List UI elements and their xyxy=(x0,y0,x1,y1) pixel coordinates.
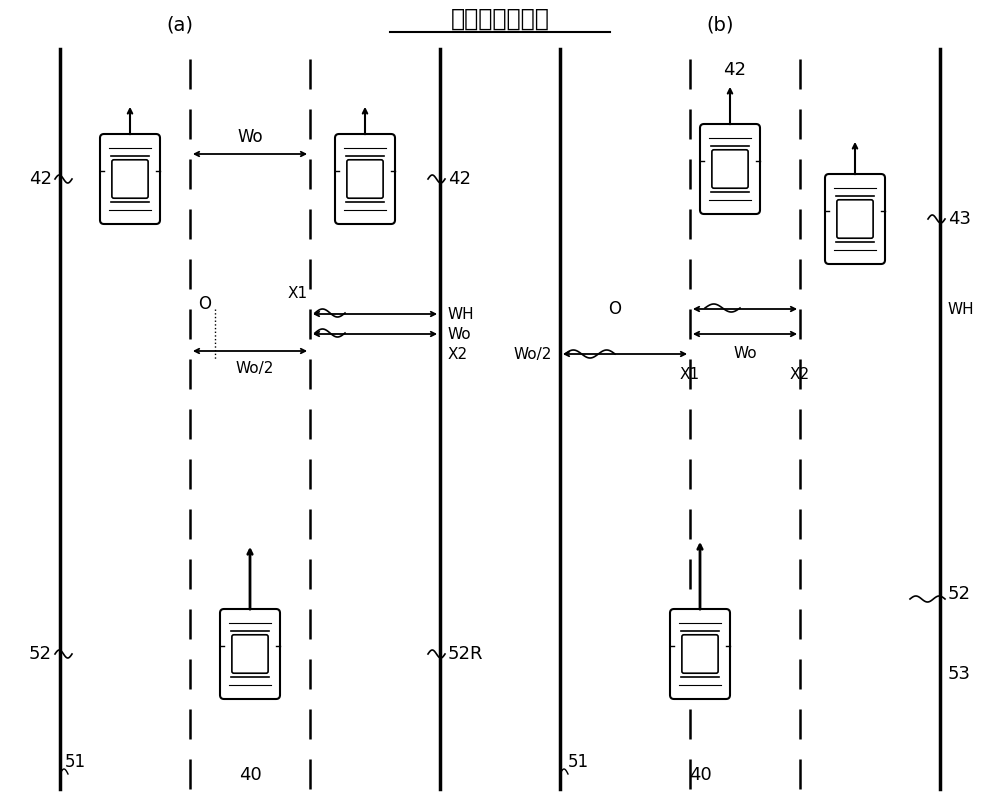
Text: O: O xyxy=(608,300,622,318)
FancyBboxPatch shape xyxy=(825,174,885,264)
Text: 53: 53 xyxy=(948,665,971,683)
Text: Wo/2: Wo/2 xyxy=(514,346,552,362)
Text: (a): (a) xyxy=(166,15,194,34)
Text: Wo: Wo xyxy=(733,346,757,361)
Text: 40: 40 xyxy=(239,766,261,784)
Text: 42: 42 xyxy=(724,61,746,79)
Text: 51: 51 xyxy=(65,753,86,771)
Text: 42: 42 xyxy=(448,170,471,188)
Text: X1: X1 xyxy=(288,286,308,301)
Text: X1: X1 xyxy=(680,366,700,382)
FancyBboxPatch shape xyxy=(100,134,160,224)
FancyBboxPatch shape xyxy=(220,609,280,699)
Text: Wo/2: Wo/2 xyxy=(236,361,274,376)
FancyBboxPatch shape xyxy=(712,150,748,188)
FancyBboxPatch shape xyxy=(232,635,268,673)
Text: 51: 51 xyxy=(568,753,589,771)
FancyBboxPatch shape xyxy=(112,160,148,198)
FancyBboxPatch shape xyxy=(837,200,873,238)
FancyBboxPatch shape xyxy=(347,160,383,198)
FancyBboxPatch shape xyxy=(700,124,760,214)
Text: 43: 43 xyxy=(948,210,971,228)
Text: 42: 42 xyxy=(29,170,52,188)
Text: 52R: 52R xyxy=(448,645,484,663)
Text: WH: WH xyxy=(948,302,975,316)
Text: (b): (b) xyxy=(706,15,734,34)
Text: 未识别出车道线: 未识别出车道线 xyxy=(451,7,549,31)
Text: Wo: Wo xyxy=(237,128,263,146)
Text: O: O xyxy=(198,295,212,313)
FancyBboxPatch shape xyxy=(670,609,730,699)
Text: 52: 52 xyxy=(29,645,52,663)
Text: Wo: Wo xyxy=(448,327,472,341)
FancyBboxPatch shape xyxy=(682,635,718,673)
Text: X2: X2 xyxy=(790,366,810,382)
Text: 40: 40 xyxy=(689,766,711,784)
FancyBboxPatch shape xyxy=(335,134,395,224)
Text: X2: X2 xyxy=(448,346,468,362)
Text: 52: 52 xyxy=(948,585,971,603)
Text: WH: WH xyxy=(448,307,475,321)
